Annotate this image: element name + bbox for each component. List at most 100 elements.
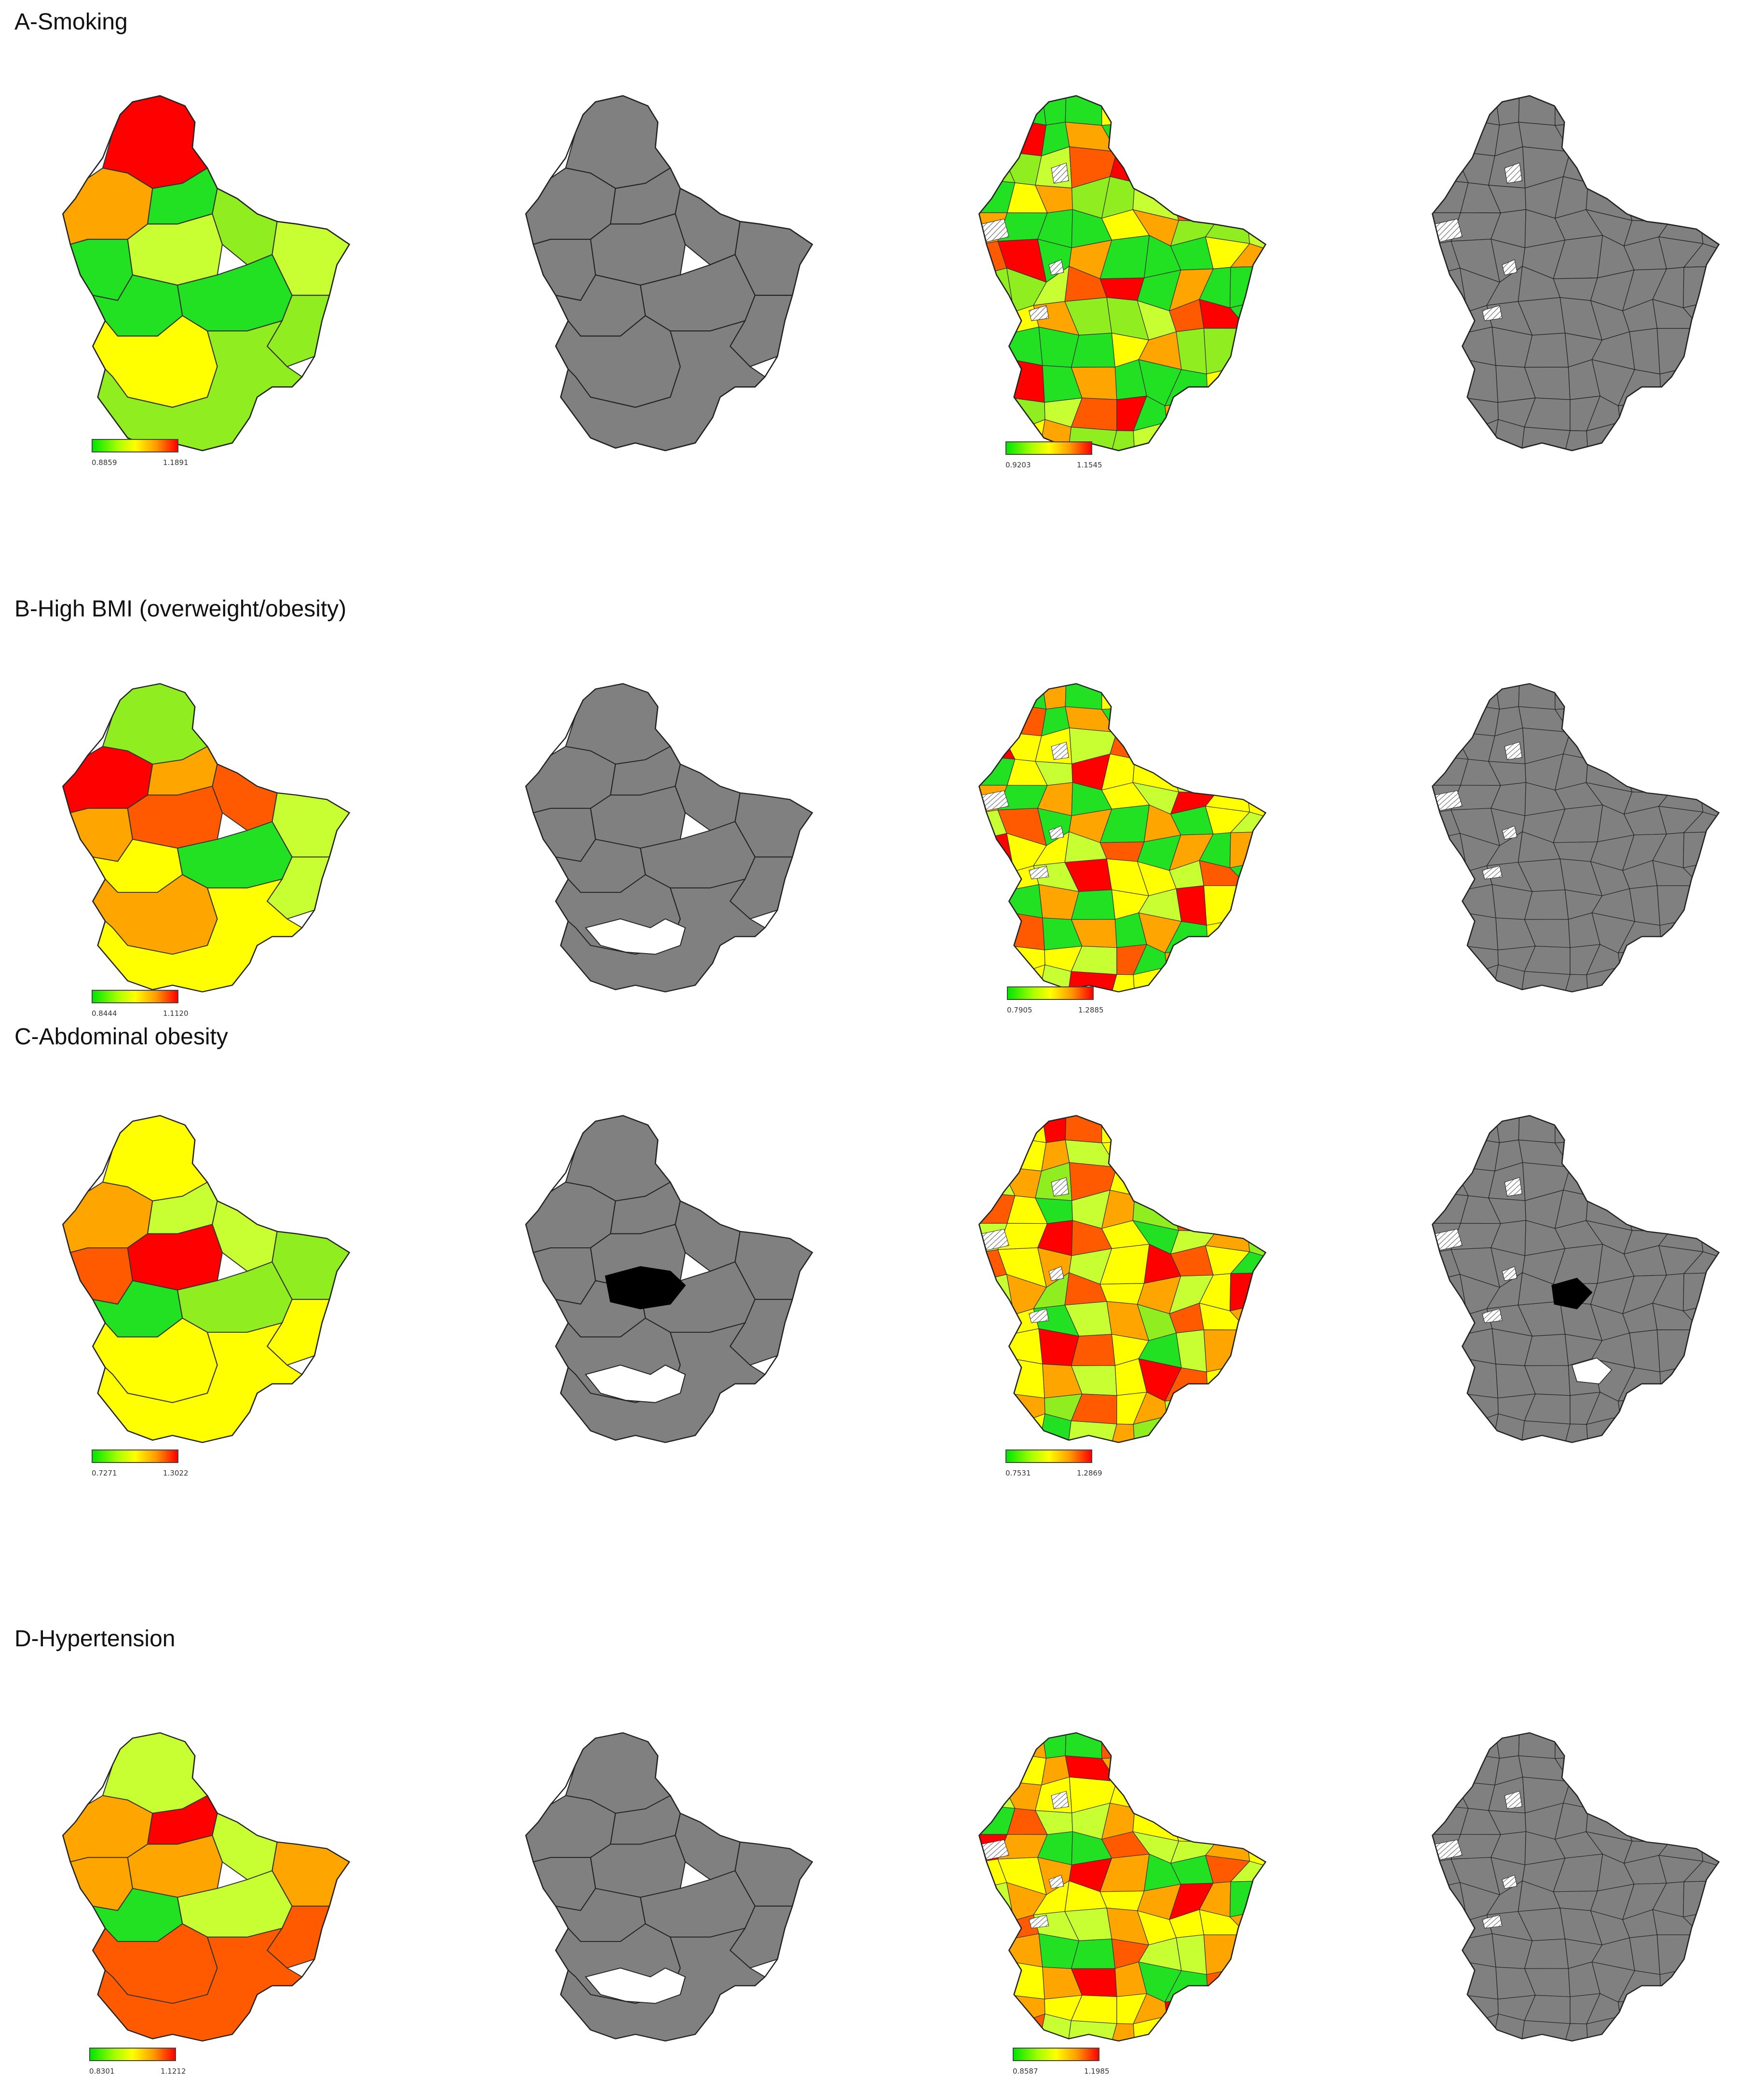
commune-region xyxy=(1101,96,1140,126)
commune-region xyxy=(1524,889,1569,920)
commune-region xyxy=(1623,1750,1666,1780)
commune-region xyxy=(999,1328,1043,1365)
canton-region xyxy=(675,187,741,266)
commune-region xyxy=(1001,703,1047,737)
commune-region xyxy=(1237,1364,1266,1398)
commune-region xyxy=(1458,684,1500,710)
commune-region xyxy=(1432,971,1460,992)
no-data-region xyxy=(1504,1177,1522,1197)
commune-region xyxy=(1626,1115,1652,1148)
canton-region xyxy=(675,1200,741,1272)
commune-region xyxy=(1236,1161,1266,1204)
commune-region xyxy=(1690,700,1719,740)
commune-region xyxy=(1169,1134,1213,1166)
commune-region xyxy=(1618,727,1666,763)
commune-region xyxy=(1618,1776,1666,1812)
legend-max: 1.3022 xyxy=(163,1469,189,1477)
commune-region xyxy=(1204,726,1243,767)
commune-region xyxy=(1432,911,1460,952)
commune-region xyxy=(1432,1335,1457,1360)
significant-high-region xyxy=(1551,1278,1593,1310)
commune-region xyxy=(1586,1115,1628,1142)
commune-region xyxy=(979,334,1004,361)
commune-region xyxy=(1169,115,1213,150)
map-b-canton-significance xyxy=(525,683,814,993)
commune-region xyxy=(1166,422,1208,451)
legend-c-canton: 0.7271 1.3022 xyxy=(92,1449,189,1477)
commune-region xyxy=(1432,1960,1460,2001)
section-title-high-bmi: B-High BMI (overweight/obesity) xyxy=(14,596,347,622)
commune-region xyxy=(1456,1356,1498,1399)
legend-max: 1.1120 xyxy=(163,1009,189,1018)
commune-region xyxy=(1623,1134,1666,1166)
commune-region xyxy=(1696,756,1719,791)
commune-region xyxy=(1197,1733,1250,1764)
no-data-region xyxy=(1048,825,1064,840)
commune-region xyxy=(1586,684,1628,708)
legend-min: 0.7905 xyxy=(1007,1006,1032,1014)
commune-region xyxy=(1173,1733,1199,1764)
commune-region xyxy=(1243,1934,1266,1976)
map-b-commune-significance xyxy=(1431,683,1720,993)
commune-region xyxy=(1432,945,1460,979)
map-c-commune-significance xyxy=(1431,1115,1720,1443)
commune-region xyxy=(979,911,1006,952)
commune-region xyxy=(1458,1115,1500,1143)
commune-region xyxy=(979,1136,1006,1176)
no-data-region xyxy=(1482,1308,1503,1324)
no-data-region xyxy=(1048,1874,1064,1889)
commune-region xyxy=(979,971,1007,992)
commune-region xyxy=(1619,422,1661,451)
legend-max: 1.2869 xyxy=(1077,1469,1102,1477)
commune-region xyxy=(999,327,1043,366)
commune-region xyxy=(1133,684,1174,708)
commune-region xyxy=(1432,396,1460,436)
commune-region xyxy=(1683,1998,1719,2029)
commune-region xyxy=(1203,885,1248,926)
commune-region xyxy=(1005,1733,1047,1759)
no-data-region xyxy=(1029,865,1049,880)
commune-region xyxy=(1432,1915,1468,1941)
commune-region xyxy=(1696,1329,1719,1374)
commune-region xyxy=(979,357,1006,405)
commune-region xyxy=(1656,885,1701,926)
section-title-hypertension: D-Hypertension xyxy=(14,1626,176,1652)
commune-region xyxy=(1204,186,1248,222)
commune-region xyxy=(1683,971,1719,992)
commune-region xyxy=(1197,1115,1250,1148)
commune-region xyxy=(1432,1940,1457,1964)
commune-region xyxy=(979,1994,1007,2028)
no-data-region xyxy=(1051,163,1069,184)
commune-region xyxy=(1656,1934,1701,1975)
commune-region xyxy=(1452,1328,1496,1365)
commune-region xyxy=(1553,277,1598,301)
commune-region xyxy=(1657,144,1696,192)
commune-region xyxy=(1494,684,1520,710)
legend-a-commune: 0.9203 1.1545 xyxy=(1005,441,1102,469)
commune-region xyxy=(1173,96,1199,131)
commune-region xyxy=(1202,424,1249,451)
commune-region xyxy=(1696,1805,1719,1840)
commune-region xyxy=(1555,96,1593,126)
commune-region xyxy=(1207,1996,1238,2029)
commune-region xyxy=(1237,365,1266,403)
commune-region xyxy=(1247,96,1266,122)
commune-region xyxy=(1432,427,1460,451)
commune-region xyxy=(1586,1733,1628,1757)
commune-region xyxy=(1690,1161,1719,1204)
commune-region xyxy=(1683,401,1719,437)
commune-region xyxy=(979,731,1016,760)
commune-region xyxy=(1169,1750,1213,1780)
commune-region xyxy=(999,884,1043,918)
legend-min: 0.7531 xyxy=(1005,1469,1031,1477)
commune-region xyxy=(1099,841,1145,862)
map-a-canton-risk xyxy=(62,95,351,451)
commune-region xyxy=(1451,964,1499,992)
commune-region xyxy=(979,1309,1015,1337)
commune-region xyxy=(1432,731,1469,760)
commune-region xyxy=(1618,1162,1666,1200)
commune-region xyxy=(1623,115,1666,150)
commune-region xyxy=(1553,1890,1598,1911)
legend-min: 0.9203 xyxy=(1005,461,1031,469)
commune-region xyxy=(1197,114,1250,150)
